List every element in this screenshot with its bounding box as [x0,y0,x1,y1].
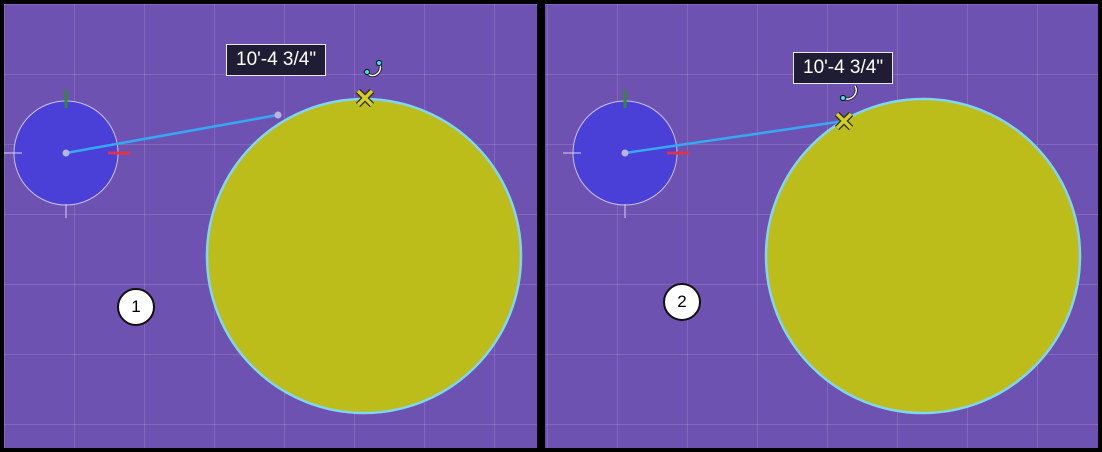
step-badge: 1 [117,288,155,326]
viewport-scene-1 [4,59,523,415]
axis-gizmo-icon [623,90,689,155]
measure-line [624,119,845,155]
dimension-tooltip: 10'-4 3/4" [793,52,894,84]
dimension-tooltip: 10'-4 3/4" [226,44,327,76]
target-circle[interactable] [205,97,523,415]
target-circle[interactable] [764,97,1082,415]
measure-end-point[interactable] [274,111,282,119]
measure-start-point[interactable] [62,149,70,157]
axis-gizmo-icon [64,90,130,155]
gizmo-crosshair [4,152,67,218]
step-badge: 2 [663,283,701,321]
measure-line [65,113,279,155]
viewport-panel-2[interactable]: 10'-4 3/4" 2 [545,4,1098,448]
viewport-panel-1[interactable]: 10'-4 3/4" 1 [4,4,537,448]
snap-x-icon[interactable] [834,111,854,131]
tangent-snap-icon [363,59,383,78]
viewport-scene-2 [563,85,1082,415]
gizmo-crosshair [563,152,626,218]
snap-x-icon[interactable] [355,88,375,108]
measure-start-point[interactable] [621,149,629,157]
tangent-snap-icon [839,85,858,102]
